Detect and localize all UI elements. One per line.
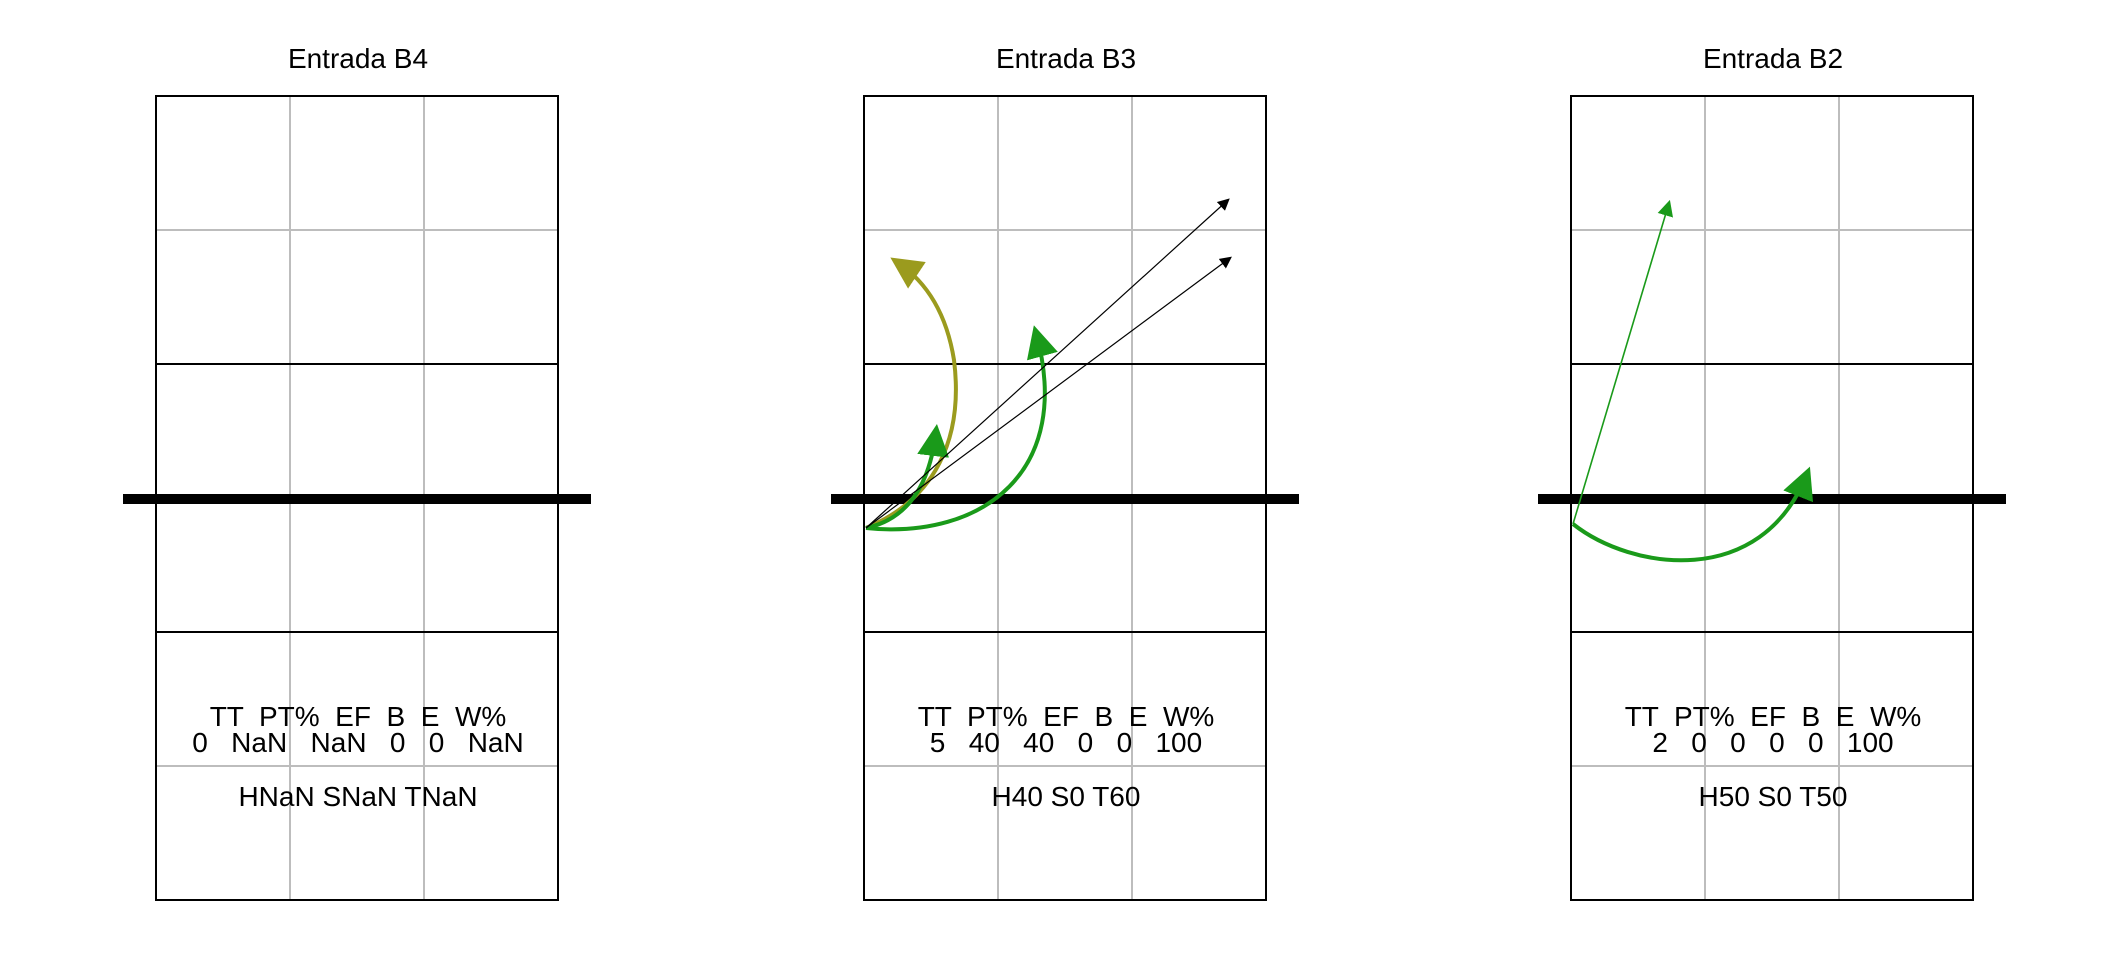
stats-values: 5 40 40 0 0 100 xyxy=(930,727,1202,758)
panel-entrada-b2: Entrada B2 TT PT% EF B E W% 2 0 0 0 0 10… xyxy=(1538,43,2006,901)
stats-values: 0 NaN NaN 0 0 NaN xyxy=(192,727,523,758)
attack-arrows xyxy=(865,198,1232,532)
arrow-straight-black-2 xyxy=(865,256,1232,529)
summary-text: HNaN SNaN TNaN xyxy=(238,781,477,812)
arrow-curve-green-long xyxy=(865,325,1058,532)
stats-values: 2 0 0 0 0 100 xyxy=(1652,727,1893,758)
arrow-straight-green xyxy=(1572,199,1673,525)
panel-title: Entrada B2 xyxy=(1703,43,1843,74)
summary-text: H40 S0 T60 xyxy=(992,781,1141,812)
arrow-curve-green-short xyxy=(865,424,949,530)
stats-header: TT PT% EF B E W% xyxy=(918,701,1215,732)
stats-header: TT PT% EF B E W% xyxy=(210,701,507,732)
panel-entrada-b4: Entrada B4 TT PT% EF B E W% 0 NaN NaN 0 … xyxy=(123,43,591,901)
panel-entrada-b3: Entrada B3 TT PT% EF B E W% 5 40 40 0 0 … xyxy=(831,43,1299,901)
panel-title: Entrada B4 xyxy=(288,43,428,74)
arrow-curve-olive xyxy=(865,257,958,530)
arrow-curve-green xyxy=(1571,466,1813,563)
attack-arrows xyxy=(1571,199,1813,563)
summary-text: H50 S0 T50 xyxy=(1699,781,1848,812)
arrow-straight-black-1 xyxy=(865,198,1230,529)
panel-title: Entrada B3 xyxy=(996,43,1136,74)
stats-header: TT PT% EF B E W% xyxy=(1625,701,1922,732)
